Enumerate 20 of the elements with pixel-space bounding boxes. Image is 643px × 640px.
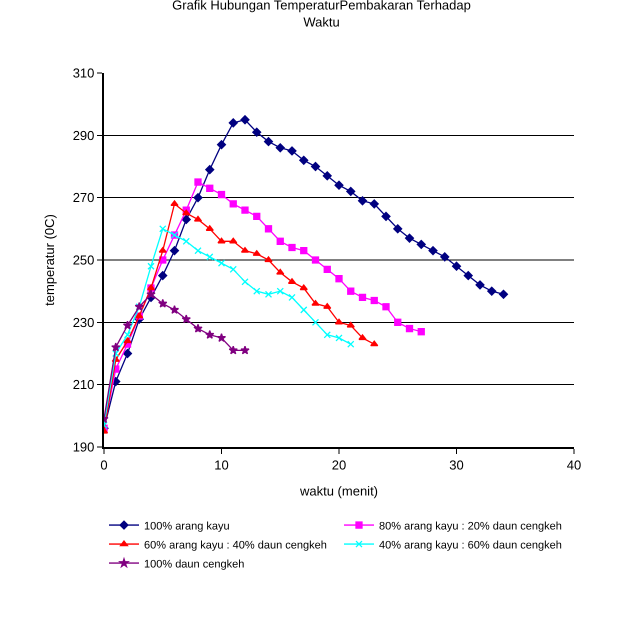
y-tick-label: 310 (72, 66, 94, 81)
y-tick-label: 270 (72, 190, 94, 206)
x-tick-label: 0 (100, 458, 108, 473)
legend-label: 60% arang kayu : 40% daun cengkeh (144, 539, 327, 552)
legend-label: 80% arang kayu : 20% daun cengkeh (379, 520, 562, 532)
legend-label: 100% daun cengkeh (144, 558, 244, 570)
legend-label: 100% arang kayu (144, 520, 230, 532)
x-tick-label: 20 (332, 458, 346, 473)
x-tick-label: 30 (449, 458, 464, 473)
y-tick-label: 210 (72, 377, 94, 392)
x-axis-title: waktu (menit) (298, 484, 378, 499)
y-axis-title: temperatur (0C) (42, 214, 58, 306)
y-tick-label: 250 (72, 252, 94, 268)
y-tick-label: 290 (72, 128, 94, 143)
chart-title: Grafik Hubungan TemperaturPembakaran Terhadap Waktu (172, 0, 471, 30)
legend-label: 40% arang kayu : 60% daun cengkeh (379, 539, 562, 552)
x-tick-label: 40 (566, 458, 582, 473)
x-tick-label: 10 (214, 458, 229, 473)
y-tick-label: 190 (72, 440, 94, 455)
y-tick-label: 230 (72, 314, 94, 330)
